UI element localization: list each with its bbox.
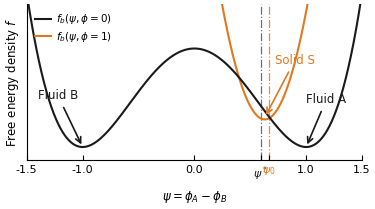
X-axis label: $\psi = \phi_A - \phi_B$: $\psi = \phi_A - \phi_B$ <box>162 189 227 205</box>
Text: Solid S: Solid S <box>267 54 315 113</box>
Legend: $f_b(\psi, \phi=0)$, $f_b(\psi, \phi=1)$: $f_b(\psi, \phi=0)$, $f_b(\psi, \phi=1)$ <box>32 9 115 47</box>
Y-axis label: Free energy density $f$: Free energy density $f$ <box>4 17 21 147</box>
Text: Fluid A: Fluid A <box>306 93 347 143</box>
Text: Fluid B: Fluid B <box>38 89 81 143</box>
